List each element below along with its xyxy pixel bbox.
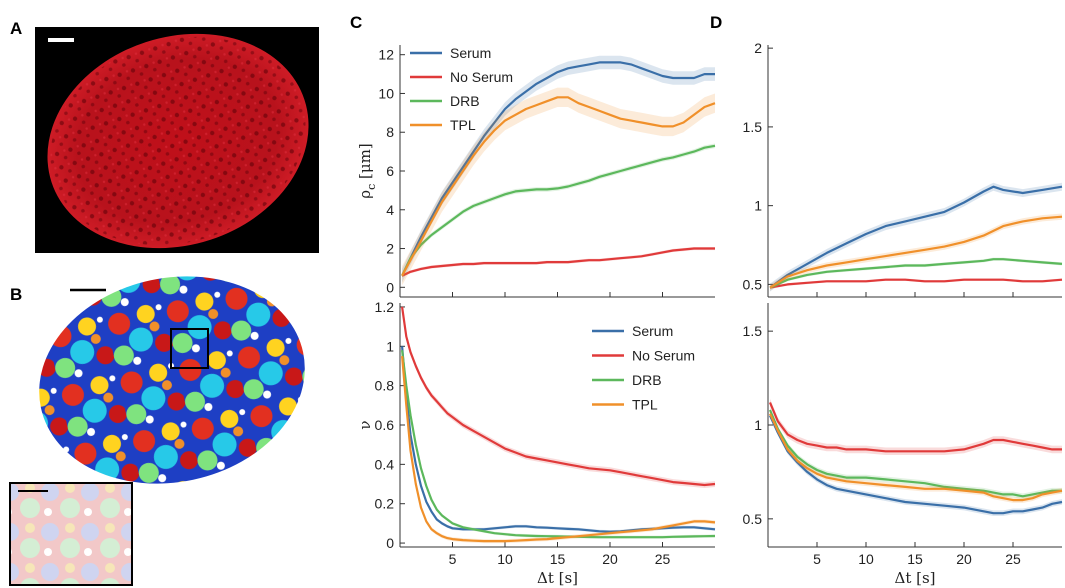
- c-top-line-no-serum: [401, 247, 715, 277]
- c-bottom-ytick-label: 1: [386, 338, 394, 354]
- c-bottom-legend-label-tpl: TPL: [632, 397, 658, 413]
- nucleus-texture: [50, 36, 306, 246]
- d-top-ytick-label: 1.5: [743, 119, 763, 135]
- c-bottom-legend-label-drb: DRB: [632, 372, 662, 388]
- c-bottom-ytick-label: 0: [386, 535, 394, 551]
- c-bottom-band-drb: [402, 348, 715, 539]
- d-bottom-line-tpl: [769, 413, 1063, 502]
- c-bottom-ytick-label: 0.2: [375, 496, 395, 512]
- c-bottom-line-drb: [401, 350, 716, 539]
- d-bottom-xtick-label: 25: [1005, 551, 1021, 567]
- c-bottom-line-no-serum: [401, 306, 716, 487]
- d-top-line-no-serum: [769, 278, 1063, 289]
- zoom-inset: [9, 482, 133, 586]
- c-top-legend-label-serum: Serum: [450, 45, 491, 61]
- c-top-ylabel: ρc [μm]: [356, 143, 378, 198]
- d-bottom-ytick-label: 0.5: [743, 511, 763, 527]
- d-bottom-xtick-label: 15: [907, 551, 923, 567]
- c-bottom-xtick-label: 5: [449, 551, 457, 567]
- c-top-line-drb: [401, 144, 716, 277]
- chart-c-top: 0 2 4 6 8 10 12 ρc [μm] Serum No Serum DRB TPL: [356, 45, 716, 298]
- c-top-ytick-label: 10: [378, 85, 394, 101]
- d-top-ytick-label: 0.5: [743, 276, 763, 292]
- c-top-line-tpl: [401, 96, 716, 277]
- c-top-legend-label-drb: DRB: [450, 93, 480, 109]
- c-top-ytick-label: 6: [386, 163, 394, 179]
- chart-d-top: 0.5 1 1.5 2: [743, 40, 1063, 298]
- c-bottom-xtick-label: 25: [655, 551, 671, 567]
- d-bottom-xtick-label: 10: [858, 551, 874, 567]
- c-bottom-xlabel: Δt [s]: [537, 569, 578, 587]
- d-bottom-line-serum: [769, 415, 1063, 515]
- d-bottom-line-drb: [768, 409, 1062, 498]
- panel-b-image: [9, 276, 305, 586]
- c-bottom-ytick-label: 0.8: [375, 378, 395, 394]
- scale-bar-a: [48, 38, 74, 42]
- c-bottom-band-tpl: [402, 354, 715, 544]
- d-bottom-xtick-label: 20: [956, 551, 972, 567]
- c-bottom-xtick-label: 15: [550, 551, 566, 567]
- d-bottom-ytick-label: 1: [754, 417, 762, 433]
- d-bottom-line-no-serum: [768, 402, 1062, 453]
- d-bottom-ytick-label: 1.5: [743, 323, 763, 339]
- d-top-line-serum: [769, 185, 1063, 289]
- panel-letter-a: A: [10, 19, 22, 38]
- c-top-ytick-label: 12: [378, 47, 394, 63]
- d-top-line-tpl: [769, 215, 1063, 289]
- c-top-ytick-label: 8: [386, 124, 394, 140]
- c-bottom-line-serum: [401, 346, 716, 533]
- c-bottom-ylabel: ν: [356, 420, 374, 429]
- panel-a-image: [35, 27, 319, 253]
- chart-c-bottom: 0 0.2 0.4 0.6 0.8 1 1.2 5 10 15 20 25 Δt [s] ν Serum No…: [356, 299, 716, 587]
- d-bottom-band-tpl: [770, 410, 1062, 503]
- chart-d-bottom: 0.5 1 1.5 5 10 15 20 25 Δt [s]: [743, 303, 1063, 587]
- d-top-ytick-label: 2: [754, 40, 762, 56]
- c-bottom-xtick-label: 20: [602, 551, 618, 567]
- c-bottom-line-tpl: [401, 356, 716, 543]
- panel-letter-c: C: [350, 13, 362, 32]
- d-top-line-drb: [769, 258, 1063, 289]
- c-bottom-ytick-label: 1.2: [375, 299, 395, 315]
- d-bottom-xlabel: Δt [s]: [894, 569, 935, 587]
- c-top-legend-label-tpl: TPL: [450, 117, 476, 133]
- zoom-box: [170, 328, 209, 369]
- c-bottom-legend-label-serum: Serum: [632, 323, 673, 339]
- c-top-legend-label-no-serum: No Serum: [450, 69, 513, 85]
- d-top-ytick-label: 1: [754, 198, 762, 214]
- c-bottom-band-serum: [402, 344, 715, 534]
- c-top-ytick-label: 0: [386, 279, 394, 295]
- flow-field-shape: [39, 276, 305, 484]
- panel-letter-b: B: [10, 285, 22, 304]
- panel-letter-d: D: [710, 13, 722, 32]
- d-bottom-band-no-serum: [770, 398, 1062, 455]
- c-bottom-xtick-label: 10: [497, 551, 513, 567]
- c-top-band-tpl: [402, 87, 715, 286]
- c-bottom-legend-label-no-serum: No Serum: [632, 348, 695, 364]
- d-top-band-serum: [770, 182, 1062, 292]
- c-bottom-ytick-label: 0.6: [375, 417, 395, 433]
- c-top-ytick-label: 4: [386, 202, 394, 218]
- d-bottom-xtick-label: 5: [813, 551, 821, 567]
- c-top-line-serum: [401, 61, 715, 277]
- c-top-band-drb: [402, 143, 715, 278]
- c-top-ytick-label: 2: [386, 241, 394, 257]
- c-bottom-ytick-label: 0.4: [375, 456, 395, 472]
